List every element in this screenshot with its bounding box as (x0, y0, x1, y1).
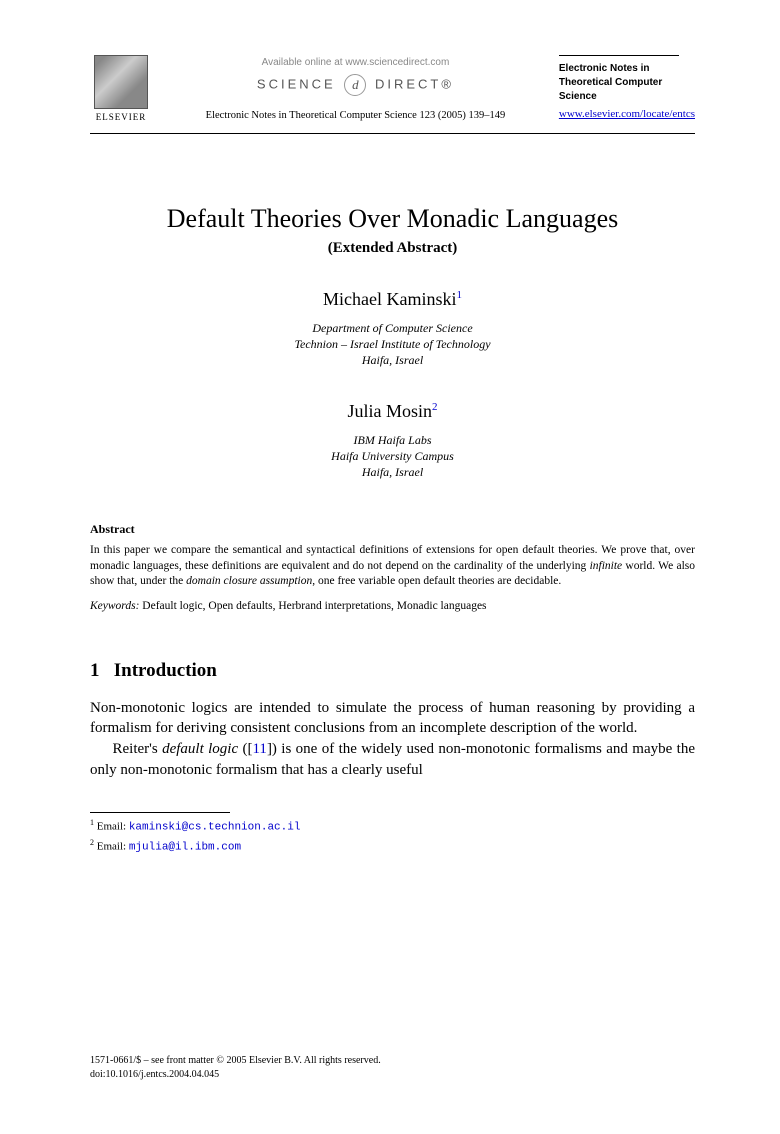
footnote-2: 2 Email: mjulia@il.ibm.com (90, 837, 695, 856)
journal-reference: Electronic Notes in Theoretical Computer… (152, 110, 559, 121)
keywords-line: Keywords: Default logic, Open defaults, … (90, 600, 695, 612)
footnote-1: 1 Email: kaminski@cs.technion.ac.il (90, 817, 695, 836)
sd-left: SCIENCE (257, 76, 336, 91)
journal-name-l1: Electronic Notes in (559, 62, 679, 76)
elsevier-logo: ELSEVIER (90, 55, 152, 125)
abstract-post: , one free variable open default theorie… (312, 575, 561, 587)
header-center: Available online at www.sciencedirect.co… (152, 55, 559, 121)
affil-1-l1: Department of Computer Science (90, 320, 695, 336)
author-2-sup[interactable]: 2 (432, 401, 438, 413)
footnote-1-label: Email: (94, 821, 129, 833)
affiliation-1: Department of Computer Science Technion … (90, 320, 695, 369)
body-p2-pre: Reiter's (113, 741, 163, 757)
keywords-label: Keywords: (90, 600, 139, 612)
section-1-title: Introduction (114, 660, 217, 681)
header-rule (90, 133, 695, 134)
affil-2-l3: Haifa, Israel (90, 464, 695, 480)
section-1-number: 1 (90, 660, 100, 681)
body-p1: Non-monotonic logics are intended to sim… (90, 700, 695, 737)
paper-title: Default Theories Over Monadic Languages (90, 204, 695, 234)
journal-url-link[interactable]: www.elsevier.com/locate/entcs (559, 108, 695, 120)
paper-subtitle: (Extended Abstract) (90, 240, 695, 257)
abstract-heading: Abstract (90, 522, 695, 537)
affil-2-l2: Haifa University Campus (90, 448, 695, 464)
footer-copyright: 1571-0661/$ – see front matter © 2005 El… (90, 1054, 381, 1068)
abstract-section: Abstract In this paper we compare the se… (90, 522, 695, 612)
author-2-name: Julia Mosin (347, 401, 432, 421)
body-p2-mid: ([ (238, 741, 252, 757)
affiliation-2: IBM Haifa Labs Haifa University Campus H… (90, 432, 695, 481)
author-1: Michael Kaminski1 (90, 289, 695, 310)
affil-1-l3: Haifa, Israel (90, 352, 695, 368)
abstract-italic-1: infinite (590, 560, 623, 572)
body-p2-italic: default logic (162, 741, 238, 757)
sd-right: DIRECT® (375, 76, 454, 91)
keywords-text: Default logic, Open defaults, Herbrand i… (139, 600, 486, 612)
sd-d-icon: d (344, 74, 366, 96)
author-2: Julia Mosin2 (90, 401, 695, 422)
publisher-name: ELSEVIER (96, 112, 147, 122)
affil-2-l1: IBM Haifa Labs (90, 432, 695, 448)
body-p2: Reiter's default logic ([11]) is one of … (90, 739, 695, 780)
footnote-2-label: Email: (94, 840, 129, 852)
header-right: Electronic Notes in Theoretical Computer… (559, 55, 695, 120)
journal-name-box: Electronic Notes in Theoretical Computer… (559, 55, 679, 104)
affil-1-l2: Technion – Israel Institute of Technolog… (90, 336, 695, 352)
footnote-2-email-link[interactable]: mjulia@il.ibm.com (129, 841, 241, 853)
abstract-italic-2: domain closure assumption (186, 575, 312, 587)
elsevier-tree-icon (94, 55, 148, 109)
journal-name-l2: Theoretical Computer (559, 76, 679, 90)
body-paragraphs: Non-monotonic logics are intended to sim… (90, 698, 695, 781)
science-direct-logo: SCIENCE d DIRECT® (152, 74, 559, 96)
author-1-sup[interactable]: 1 (456, 289, 462, 301)
available-online-text: Available online at www.sciencedirect.co… (152, 57, 559, 68)
footer-doi: doi:10.1016/j.entcs.2004.04.045 (90, 1068, 381, 1082)
citation-11-link[interactable]: 11 (252, 741, 266, 757)
section-1-heading: 1 Introduction (90, 660, 695, 682)
page-footer: 1571-0661/$ – see front matter © 2005 El… (90, 1054, 381, 1082)
footnote-1-email-link[interactable]: kaminski@cs.technion.ac.il (129, 822, 301, 834)
journal-name-l3: Science (559, 90, 679, 104)
abstract-text: In this paper we compare the semantical … (90, 543, 695, 590)
footnote-rule (90, 812, 230, 813)
author-1-name: Michael Kaminski (323, 289, 456, 309)
page-header: ELSEVIER Available online at www.science… (90, 55, 695, 125)
